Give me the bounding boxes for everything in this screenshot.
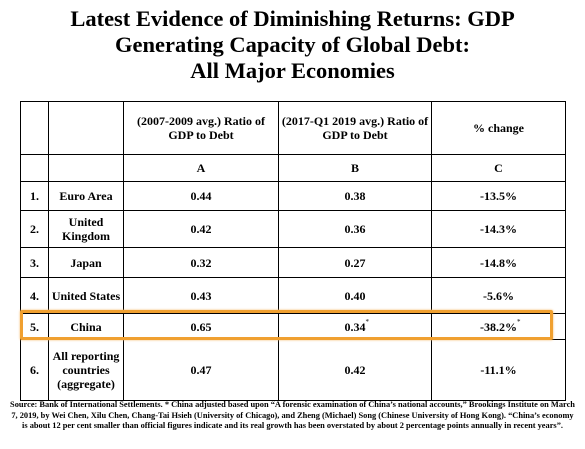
letter-num — [20, 154, 49, 182]
header-b: (2017-Q1 2019 avg.) Ratio of GDP to Debt — [278, 101, 432, 155]
table-letter-row: A B C — [20, 154, 566, 182]
row-c: -11.1% — [431, 339, 566, 401]
row-num: 1. — [20, 181, 49, 211]
title-line-2: Generating Capacity of Global Debt: — [115, 32, 470, 57]
row-c-value: -38.2% — [480, 319, 517, 334]
asterisk-mark: * — [517, 317, 521, 326]
letter-c: C — [431, 154, 566, 182]
row-num: 3. — [20, 247, 49, 278]
table-row: 3. Japan 0.32 0.27 -14.8% — [20, 247, 566, 278]
header-num — [20, 101, 49, 155]
row-name: United States — [48, 277, 124, 314]
row-b: 0.38 — [278, 181, 432, 211]
letter-name — [48, 154, 124, 182]
row-a: 0.65 — [123, 313, 279, 340]
table-row: 6. All reporting countries (aggregate) 0… — [20, 339, 566, 401]
row-b: 0.36 — [278, 210, 432, 248]
asterisk-mark: * — [365, 317, 370, 326]
row-name: China — [48, 313, 124, 340]
row-b: 0.27 — [278, 247, 432, 278]
source-footnote: Source: Bank of International Settlement… — [10, 400, 575, 430]
table-row: 1. Euro Area 0.44 0.38 -13.5% — [20, 181, 566, 211]
row-a: 0.32 — [123, 247, 279, 278]
row-num: 4. — [20, 277, 49, 314]
table-row: 4. United States 0.43 0.40 -5.6% — [20, 277, 566, 314]
row-c: -38.2% * — [431, 313, 566, 340]
title-line-1: Latest Evidence of Diminishing Returns: … — [70, 6, 515, 31]
row-b: 0.34 * — [278, 313, 432, 340]
row-num: 2. — [20, 210, 49, 248]
header-c: % change — [431, 101, 566, 155]
title-line-3: All Major Economies — [190, 58, 395, 83]
gdp-debt-table: (2007-2009 avg.) Ratio of GDP to Debt (2… — [20, 101, 566, 401]
row-b: 0.40 — [278, 277, 432, 314]
row-a: 0.47 — [123, 339, 279, 401]
row-c: -5.6% — [431, 277, 566, 314]
row-a: 0.43 — [123, 277, 279, 314]
row-num: 5. — [20, 313, 49, 340]
page-title: Latest Evidence of Diminishing Returns: … — [0, 6, 585, 84]
table-header-row: (2007-2009 avg.) Ratio of GDP to Debt (2… — [20, 101, 566, 155]
row-a: 0.42 — [123, 210, 279, 248]
row-a: 0.44 — [123, 181, 279, 211]
table-row-china: 5. China 0.65 0.34 * -38.2% * — [20, 313, 566, 340]
header-name — [48, 101, 124, 155]
letter-a: A — [123, 154, 279, 182]
row-name: Euro Area — [48, 181, 124, 211]
row-num: 6. — [20, 339, 49, 401]
row-b: 0.42 — [278, 339, 432, 401]
row-c: -14.3% — [431, 210, 566, 248]
row-name: Japan — [48, 247, 124, 278]
header-a: (2007-2009 avg.) Ratio of GDP to Debt — [123, 101, 279, 155]
letter-b: B — [278, 154, 432, 182]
row-name: All reporting countries (aggregate) — [48, 339, 124, 401]
row-name: United Kingdom — [48, 210, 124, 248]
table-row: 2. United Kingdom 0.42 0.36 -14.3% — [20, 210, 566, 248]
row-b-value: 0.34 — [344, 319, 366, 334]
row-c: -13.5% — [431, 181, 566, 211]
row-c: -14.8% — [431, 247, 566, 278]
